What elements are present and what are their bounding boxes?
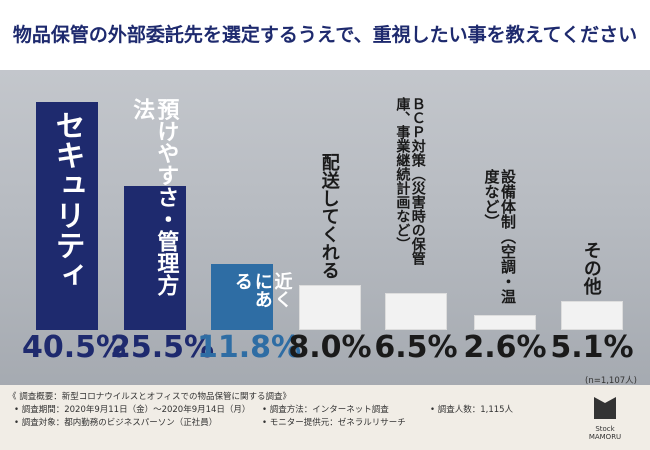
sample-note: (n=1,107人)	[585, 376, 637, 386]
bar	[299, 284, 361, 330]
bar	[474, 315, 536, 330]
footer-item: • モニター提供元：ゼネラルリサーチ	[262, 418, 406, 428]
category-label: 近くにある	[231, 271, 293, 308]
bar	[385, 293, 447, 330]
footer-item: • 調査方法：インターネット調査	[262, 405, 389, 415]
bar	[124, 186, 186, 330]
value-label: 5.1%	[550, 330, 634, 365]
bar	[211, 263, 273, 330]
value-label: 2.6%	[463, 330, 547, 365]
value-label: 8.0%	[288, 330, 372, 365]
bar	[36, 101, 98, 330]
footer-item: • 調査対象：都内勤務のビジネスパーソン（正社員）	[14, 418, 218, 428]
category-label: 預けやすさ・管理方法	[129, 98, 179, 297]
value-label: 6.5%	[374, 330, 458, 365]
category-label: 設備体制（空調・温度など）	[482, 169, 518, 305]
value-label: 25.5%	[110, 330, 215, 365]
category-label: ＢＣＰ対策（災害時の保管庫、事業継続計画など）	[394, 97, 426, 266]
footer-item: • 調査期間：2020年9月11日（金）～2020年9月14日（月）	[14, 405, 251, 415]
chart-title: 物品保管の外部委託先を選定するうえで、重視したい事を教えてください	[0, 0, 650, 70]
logo-icon	[594, 397, 616, 419]
logo-text: Stock MAMORU	[588, 425, 622, 441]
value-label: 11.8%	[197, 330, 302, 365]
category-label: 配送してくれる	[318, 152, 340, 279]
category-label: その他	[580, 241, 602, 296]
logo: Stock MAMORU	[580, 393, 630, 443]
category-label: セキュリティ	[49, 109, 85, 290]
footer: 《 調査概要：新型コロナウイルスとオフィスでの物品保管に関する調査》 • 調査期…	[0, 385, 650, 450]
bar	[561, 301, 623, 330]
value-label: 40.5%	[22, 330, 127, 365]
footer-heading: 《 調査概要：新型コロナウイルスとオフィスでの物品保管に関する調査》	[8, 392, 292, 402]
footer-item: • 調査人数：1,115人	[430, 405, 514, 415]
